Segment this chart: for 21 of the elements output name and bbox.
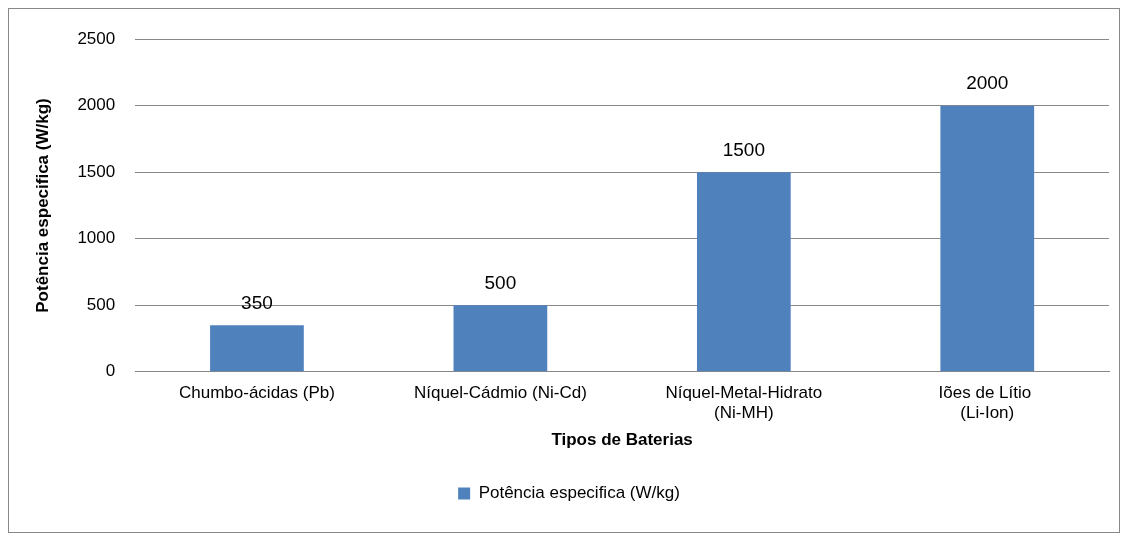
- y-tick-label: 2000: [77, 95, 116, 115]
- bar: [940, 105, 1035, 372]
- y-tick-label: 1000: [77, 228, 116, 248]
- data-label: 350: [241, 291, 273, 313]
- bar: [453, 305, 548, 372]
- y-tick-label: 1500: [77, 161, 116, 181]
- y-axis-title: Potência especifica (W/kg): [32, 98, 52, 313]
- y-tick-label: 500: [86, 294, 116, 314]
- legend-label: Potência especifica (W/kg): [478, 483, 680, 503]
- y-tick-label: 0: [105, 361, 116, 381]
- x-tick-label: Níquel-Cádmio (Ni-Cd): [413, 382, 587, 402]
- bar: [210, 325, 304, 372]
- x-tick-label: Iões de Lítio (Li-Ion): [938, 382, 1036, 423]
- data-label: 1500: [722, 138, 765, 160]
- data-label: 500: [484, 272, 517, 294]
- data-label: 2000: [966, 72, 1009, 94]
- x-axis-title: Tipos de Baterias: [551, 430, 693, 450]
- x-tick-label: Níquel-Metal-Hidrato (Ni-MH): [665, 382, 823, 423]
- y-tick-label: 2500: [77, 28, 116, 48]
- bar: [696, 172, 791, 372]
- x-tick-label: Chumbo-ácidas (Pb): [178, 382, 335, 402]
